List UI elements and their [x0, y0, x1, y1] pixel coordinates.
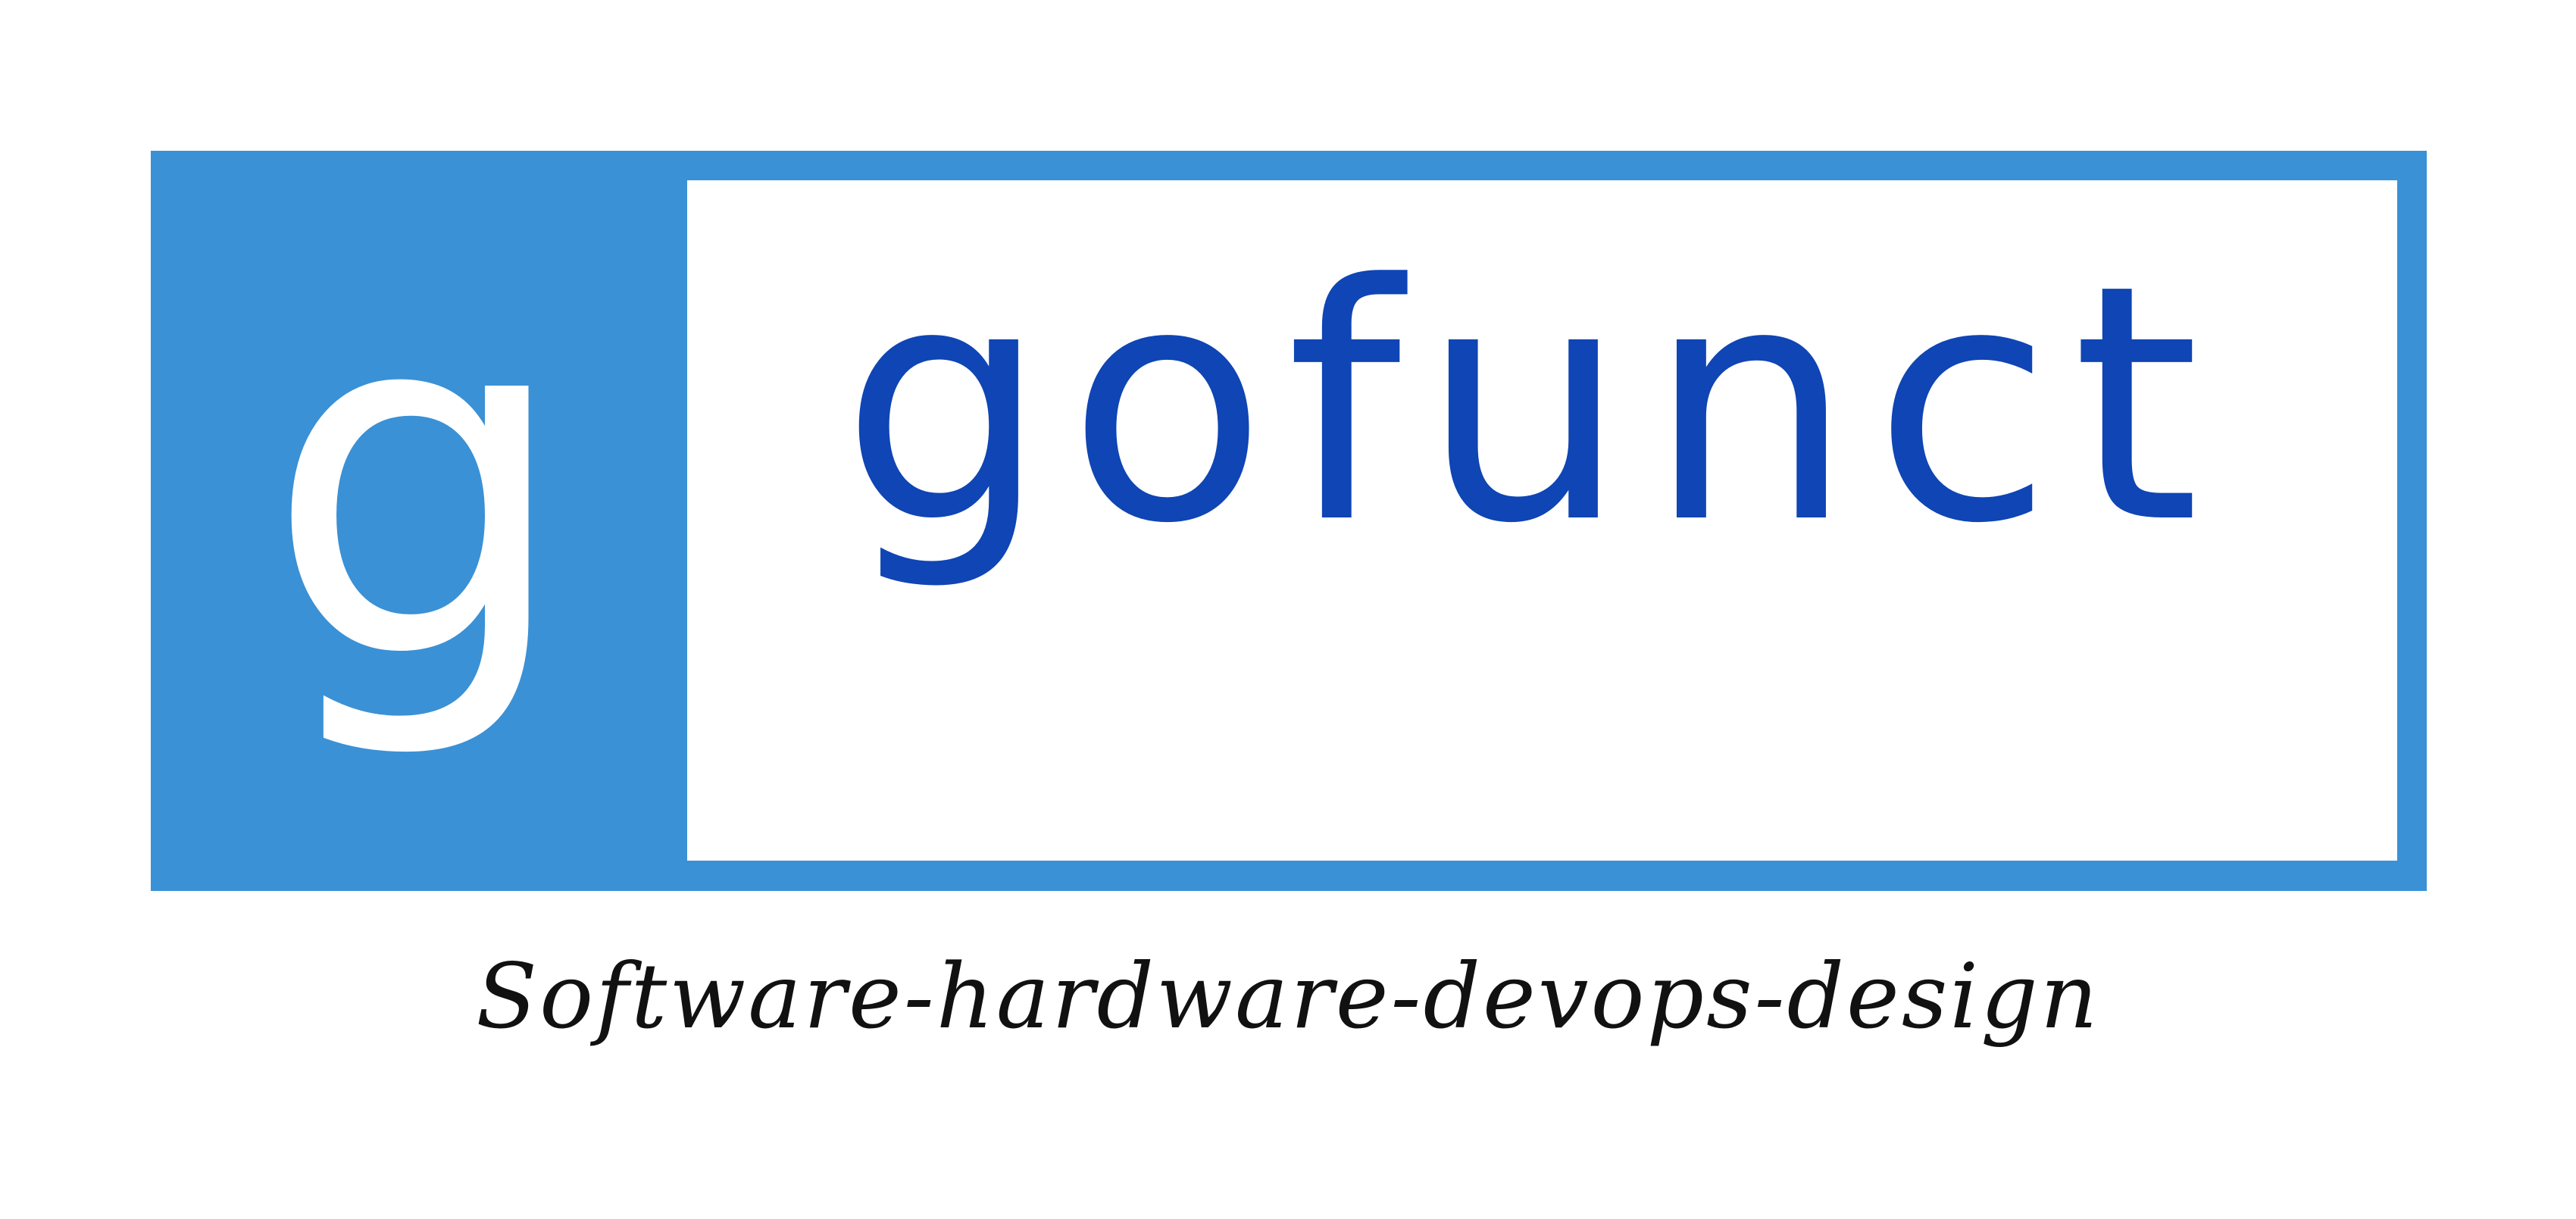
logo-mark-square: g [151, 151, 686, 891]
brand-name: gofunct [841, 216, 2220, 595]
logo-frame: g [151, 151, 2427, 891]
tagline: Software-hardware-devops-design [476, 944, 2100, 1049]
logo-mark-letter: g [264, 200, 573, 765]
logo-name-panel [687, 180, 2397, 861]
